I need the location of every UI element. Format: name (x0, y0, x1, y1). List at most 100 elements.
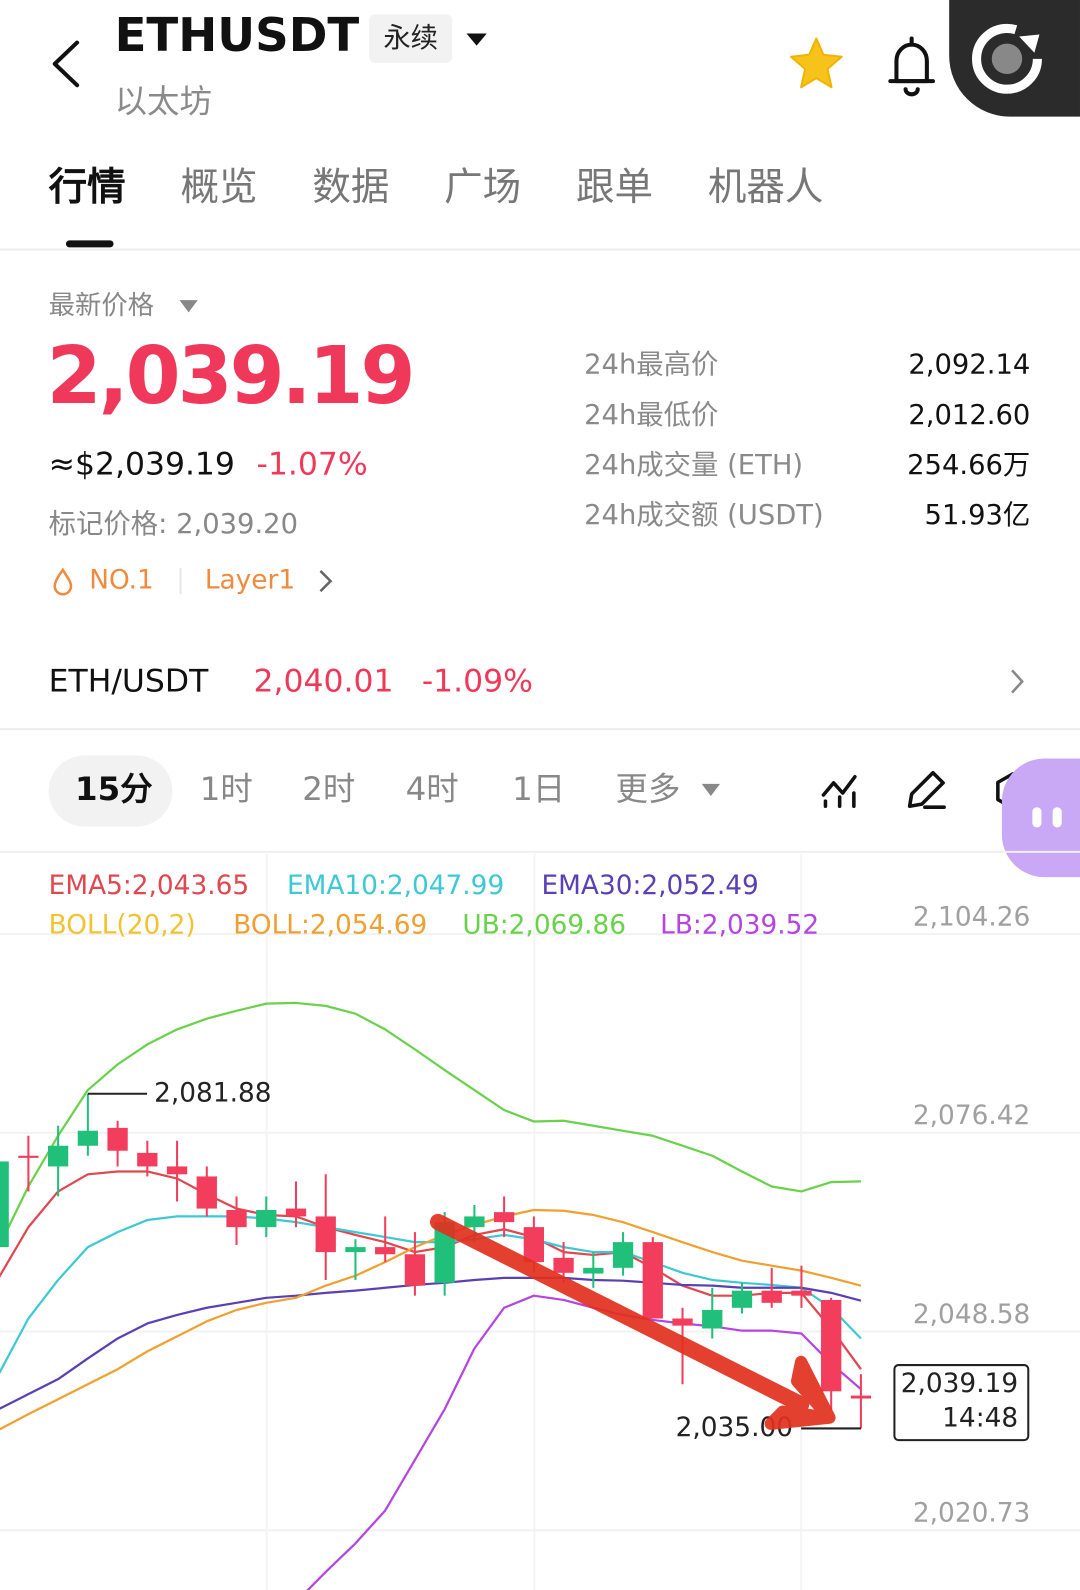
y-tick-label: 2,020.73 (913, 1499, 1030, 1529)
candle-body (821, 1299, 842, 1392)
candle-body (791, 1290, 812, 1296)
candle-body (612, 1242, 634, 1268)
legend-entry: EMA5:2,043.65 (49, 871, 249, 901)
contract-tag[interactable]: 永续 (383, 23, 438, 54)
tab[interactable]: 跟单 (576, 165, 653, 210)
usd-price: ≈$2,039.19 (49, 446, 235, 482)
subtitle: 以太坊 (115, 82, 212, 120)
candle-body (404, 1254, 426, 1286)
indicator-line (0, 1276, 862, 1410)
candle-body (434, 1222, 455, 1283)
interval[interactable]: 1时 (200, 770, 253, 808)
candle-body (77, 1130, 99, 1146)
indicator-line (0, 1001, 861, 1247)
stat-value: 51.93亿 (925, 500, 1031, 531)
chevron[interactable] (1011, 669, 1024, 694)
symbol: ETHUSDT (115, 8, 360, 62)
interval[interactable]: 4时 (406, 770, 459, 808)
bubble-eye (1032, 807, 1042, 828)
candle-body (583, 1267, 604, 1274)
candle-body (0, 1161, 9, 1248)
tab[interactable]: 概览 (181, 165, 258, 210)
stat-label: 24h成交额 (USDT) (584, 500, 824, 531)
candle-body (107, 1127, 128, 1151)
indicator-icon[interactable] (821, 775, 857, 808)
stat-value: 2,092.14 (908, 350, 1030, 381)
spot-price: 2,040.01 (254, 663, 394, 699)
trend-arrow (429, 1213, 836, 1430)
stat-label: 24h成交量 (ETH) (584, 450, 803, 481)
last-price-box (893, 1364, 1030, 1442)
candle-body (761, 1290, 782, 1303)
candle-body (345, 1247, 366, 1253)
tab[interactable]: 数据 (312, 165, 389, 210)
price-change: -1.07% (257, 446, 368, 482)
favorite-star[interactable] (789, 37, 843, 89)
bell-icon[interactable] (888, 36, 935, 97)
last-price-label: 2,039.19 (901, 1369, 1018, 1399)
rank-tag[interactable]: NO.1 (89, 566, 154, 596)
candle-body (47, 1145, 69, 1167)
price-label: 最新价格 (49, 291, 154, 321)
candle-body (166, 1166, 188, 1175)
refresh-icon[interactable] (971, 23, 1042, 94)
candle-body (553, 1257, 574, 1273)
candle-body (642, 1242, 663, 1319)
draw-icon[interactable] (907, 770, 946, 809)
candle-body (285, 1208, 307, 1217)
interval-pill[interactable] (48, 755, 173, 827)
tag-box[interactable] (369, 14, 453, 63)
dropdown-icon[interactable] (466, 33, 487, 46)
candle-body (226, 1209, 247, 1228)
candle-body (464, 1216, 485, 1228)
stat-value: 2,012.60 (908, 400, 1030, 431)
indicator-line (0, 1170, 862, 1370)
tab[interactable]: 行情 (49, 165, 126, 210)
tab[interactable]: 广场 (444, 165, 521, 210)
back-button[interactable] (52, 40, 80, 88)
legend-entry: BOLL:2,054.69 (233, 910, 427, 940)
indicator-line (306, 1294, 862, 1590)
dropdown-icon[interactable] (179, 300, 198, 313)
dropdown-icon[interactable] (701, 783, 720, 797)
stat-value: 254.66万 (907, 450, 1030, 481)
candle-body (315, 1216, 336, 1253)
candle-body (18, 1155, 39, 1158)
candle-body (672, 1318, 693, 1326)
candle-body (850, 1395, 872, 1399)
last-price: 2,039.19 (47, 330, 413, 422)
chevron[interactable] (319, 570, 333, 593)
candle-body (375, 1247, 396, 1255)
legend-entry: BOLL(20,2) (49, 910, 196, 940)
y-tick-label: 2,104.26 (913, 902, 1030, 932)
stat-label: 24h最高价 (584, 350, 718, 381)
candle-body (493, 1212, 515, 1223)
y-tick-label: 2,076.42 (913, 1101, 1030, 1131)
interval[interactable]: 1日 (512, 770, 565, 808)
interval[interactable]: 更多 (616, 770, 681, 808)
candle-body (256, 1209, 277, 1228)
y-tick-label: 2,048.58 (913, 1300, 1030, 1330)
interval[interactable]: 15分 (75, 770, 153, 808)
tab-indicator (65, 240, 114, 248)
candle-body (137, 1152, 158, 1167)
high-label: 2,081.88 (154, 1078, 271, 1108)
legend-entry: UB:2,069.86 (462, 910, 626, 940)
sector-tag[interactable]: Layer1 (205, 566, 295, 596)
candle-body (702, 1309, 723, 1329)
mark-price: 标记价格: 2,039.20 (49, 509, 298, 540)
candle-body (731, 1290, 753, 1308)
legend-entry: EMA10:2,047.99 (287, 871, 504, 901)
candle-body (523, 1227, 544, 1263)
spot-pair[interactable]: ETH/USDT (49, 663, 209, 699)
legend-entry: EMA30:2,052.49 (542, 871, 759, 901)
indicator-line (0, 1208, 862, 1431)
spot-change: -1.09% (422, 663, 533, 699)
interval[interactable]: 2时 (302, 770, 355, 808)
legend-entry: LB:2,039.52 (660, 910, 819, 940)
candle-body (196, 1176, 217, 1209)
flame-icon (53, 567, 73, 596)
tab[interactable]: 机器人 (708, 165, 824, 210)
